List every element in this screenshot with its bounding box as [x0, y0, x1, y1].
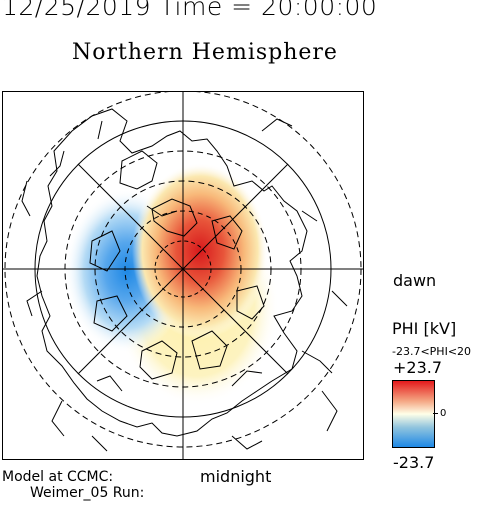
- colorbar: [392, 380, 435, 448]
- colorbar-zero: 0: [440, 408, 447, 419]
- run-label: Weimer_05 Run:: [30, 485, 145, 501]
- positive-potential-cell: [132, 163, 268, 339]
- meridians: [2, 91, 364, 460]
- colorbar-min: -23.7: [393, 453, 435, 472]
- coastlines: [21, 108, 348, 452]
- colorbar-zero-tick: [433, 413, 438, 414]
- dawn-label: dawn: [393, 271, 437, 290]
- polar-potential-map: [2, 91, 364, 460]
- midnight-label: midnight: [200, 467, 272, 486]
- model-label: Model at CCMC:: [2, 469, 114, 485]
- date-time-header: 12/25/2019 Time = 20:00:00: [2, 0, 378, 21]
- map-title: Northern Hemisphere: [72, 40, 338, 65]
- colorbar-max: +23.7: [393, 358, 443, 377]
- colorbar-range: -23.7<PHI<20: [392, 345, 472, 358]
- colorbar-title: PHI [kV]: [392, 319, 457, 338]
